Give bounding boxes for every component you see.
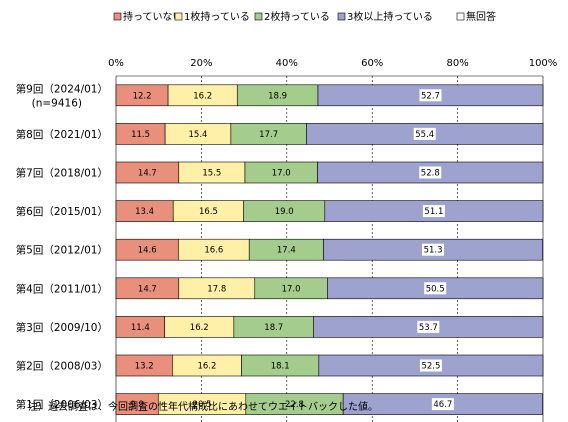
legend-swatch bbox=[337, 12, 346, 21]
data-label-background bbox=[419, 359, 442, 372]
data-label: 16.2 bbox=[190, 323, 209, 333]
x-axis-tick-labels: 0% 20% 40% 60% 80% 100% bbox=[108, 58, 557, 69]
category-label: 第6回（2015/01） bbox=[16, 205, 108, 218]
data-label: 17.0 bbox=[282, 284, 301, 294]
data-label-background bbox=[419, 89, 442, 102]
data-label: 53.7 bbox=[419, 323, 438, 333]
category-label: 第9回（2024/01） bbox=[16, 82, 108, 95]
data-label: 15.5 bbox=[202, 169, 221, 179]
legend-swatch bbox=[174, 12, 183, 21]
data-label-background bbox=[413, 127, 436, 140]
tick-label: 100% bbox=[529, 58, 558, 69]
data-label: 50.5 bbox=[426, 284, 445, 294]
data-label: 52.8 bbox=[421, 169, 440, 179]
data-label-background bbox=[422, 243, 445, 256]
tick-label: 60% bbox=[361, 58, 383, 69]
data-label: 20.5 bbox=[193, 400, 212, 410]
legend-label: 2枚持っている bbox=[264, 10, 330, 23]
category-label: 第2回（2008/03） bbox=[16, 360, 108, 373]
category-label: 第5回（2012/01） bbox=[16, 244, 108, 257]
data-label: 16.2 bbox=[193, 91, 212, 101]
data-label: 52.7 bbox=[421, 91, 440, 101]
legend-swatch bbox=[456, 12, 465, 21]
legend-label: 持っていない bbox=[123, 10, 183, 23]
data-label: 16.5 bbox=[199, 207, 218, 217]
data-label: 19.0 bbox=[275, 207, 294, 217]
legend: 持っていない 1枚持っている 2枚持っている 3枚以上持っている 無回答 bbox=[113, 10, 496, 23]
category-label: 第7回（2018/01） bbox=[16, 167, 108, 180]
tick-label: 80% bbox=[446, 58, 468, 69]
data-label: 22.8 bbox=[285, 400, 304, 410]
data-label: 18.9 bbox=[268, 91, 287, 101]
category-label: 第3回（2009/10） bbox=[16, 321, 108, 334]
data-label: 14.7 bbox=[138, 284, 157, 294]
data-label-background bbox=[424, 282, 447, 295]
bars: 12.2 16.2 18.9 52.7 11.5 15.4 17.7 55.4 14.7 15.5… bbox=[115, 84, 544, 415]
data-label: 14.7 bbox=[138, 169, 157, 179]
data-label-background bbox=[422, 205, 445, 218]
data-label: 51.1 bbox=[424, 207, 443, 217]
data-label: 46.7 bbox=[433, 400, 452, 410]
data-label: 51.3 bbox=[424, 246, 443, 256]
data-label: 16.2 bbox=[197, 362, 216, 372]
data-label: 16.6 bbox=[204, 246, 223, 256]
data-label: 14.6 bbox=[138, 246, 157, 256]
data-label: 55.4 bbox=[415, 130, 434, 140]
data-label: 18.1 bbox=[271, 362, 290, 372]
data-label: 11.4 bbox=[131, 323, 150, 333]
data-label: 15.4 bbox=[189, 130, 208, 140]
data-label-background bbox=[417, 320, 440, 333]
data-label: 12.2 bbox=[133, 91, 152, 101]
legend-swatch bbox=[254, 12, 263, 21]
legend-swatch bbox=[113, 12, 122, 21]
data-label: 13.4 bbox=[135, 207, 154, 217]
tick-label: 40% bbox=[276, 58, 298, 69]
legend-label: 無回答 bbox=[466, 10, 496, 23]
data-label: 13.2 bbox=[135, 362, 154, 372]
data-label: 18.7 bbox=[264, 323, 283, 333]
data-label-background bbox=[419, 166, 442, 179]
tick-label: 0% bbox=[108, 58, 124, 69]
category-label: 第1回（2006/03） bbox=[16, 398, 108, 411]
category-labels: 第9回（2024/01） (n=9416) 第8回（2021/01） 第7回（2018… bbox=[16, 82, 108, 411]
data-label: 17.0 bbox=[272, 169, 291, 179]
tick-label: 20% bbox=[190, 58, 212, 69]
data-label-background bbox=[431, 398, 454, 411]
footnote: 注）過去調査は、今回調査の性年代構成比にあわせてウエイトバックした値。 bbox=[28, 400, 378, 413]
sample-size-label: (n=9416) bbox=[32, 97, 82, 109]
data-label: 17.7 bbox=[259, 130, 278, 140]
legend-label: 3枚以上持っている bbox=[347, 10, 433, 23]
category-label: 第4回（2011/01） bbox=[16, 282, 108, 295]
data-label: 11.5 bbox=[131, 130, 150, 140]
data-label: 17.8 bbox=[207, 284, 226, 294]
data-label: 17.4 bbox=[277, 246, 296, 256]
data-label: 9.9 bbox=[130, 400, 144, 410]
data-label: 52.5 bbox=[421, 362, 440, 372]
category-label: 第8回（2021/01） bbox=[16, 128, 108, 141]
legend-label: 1枚持っている bbox=[184, 10, 250, 23]
